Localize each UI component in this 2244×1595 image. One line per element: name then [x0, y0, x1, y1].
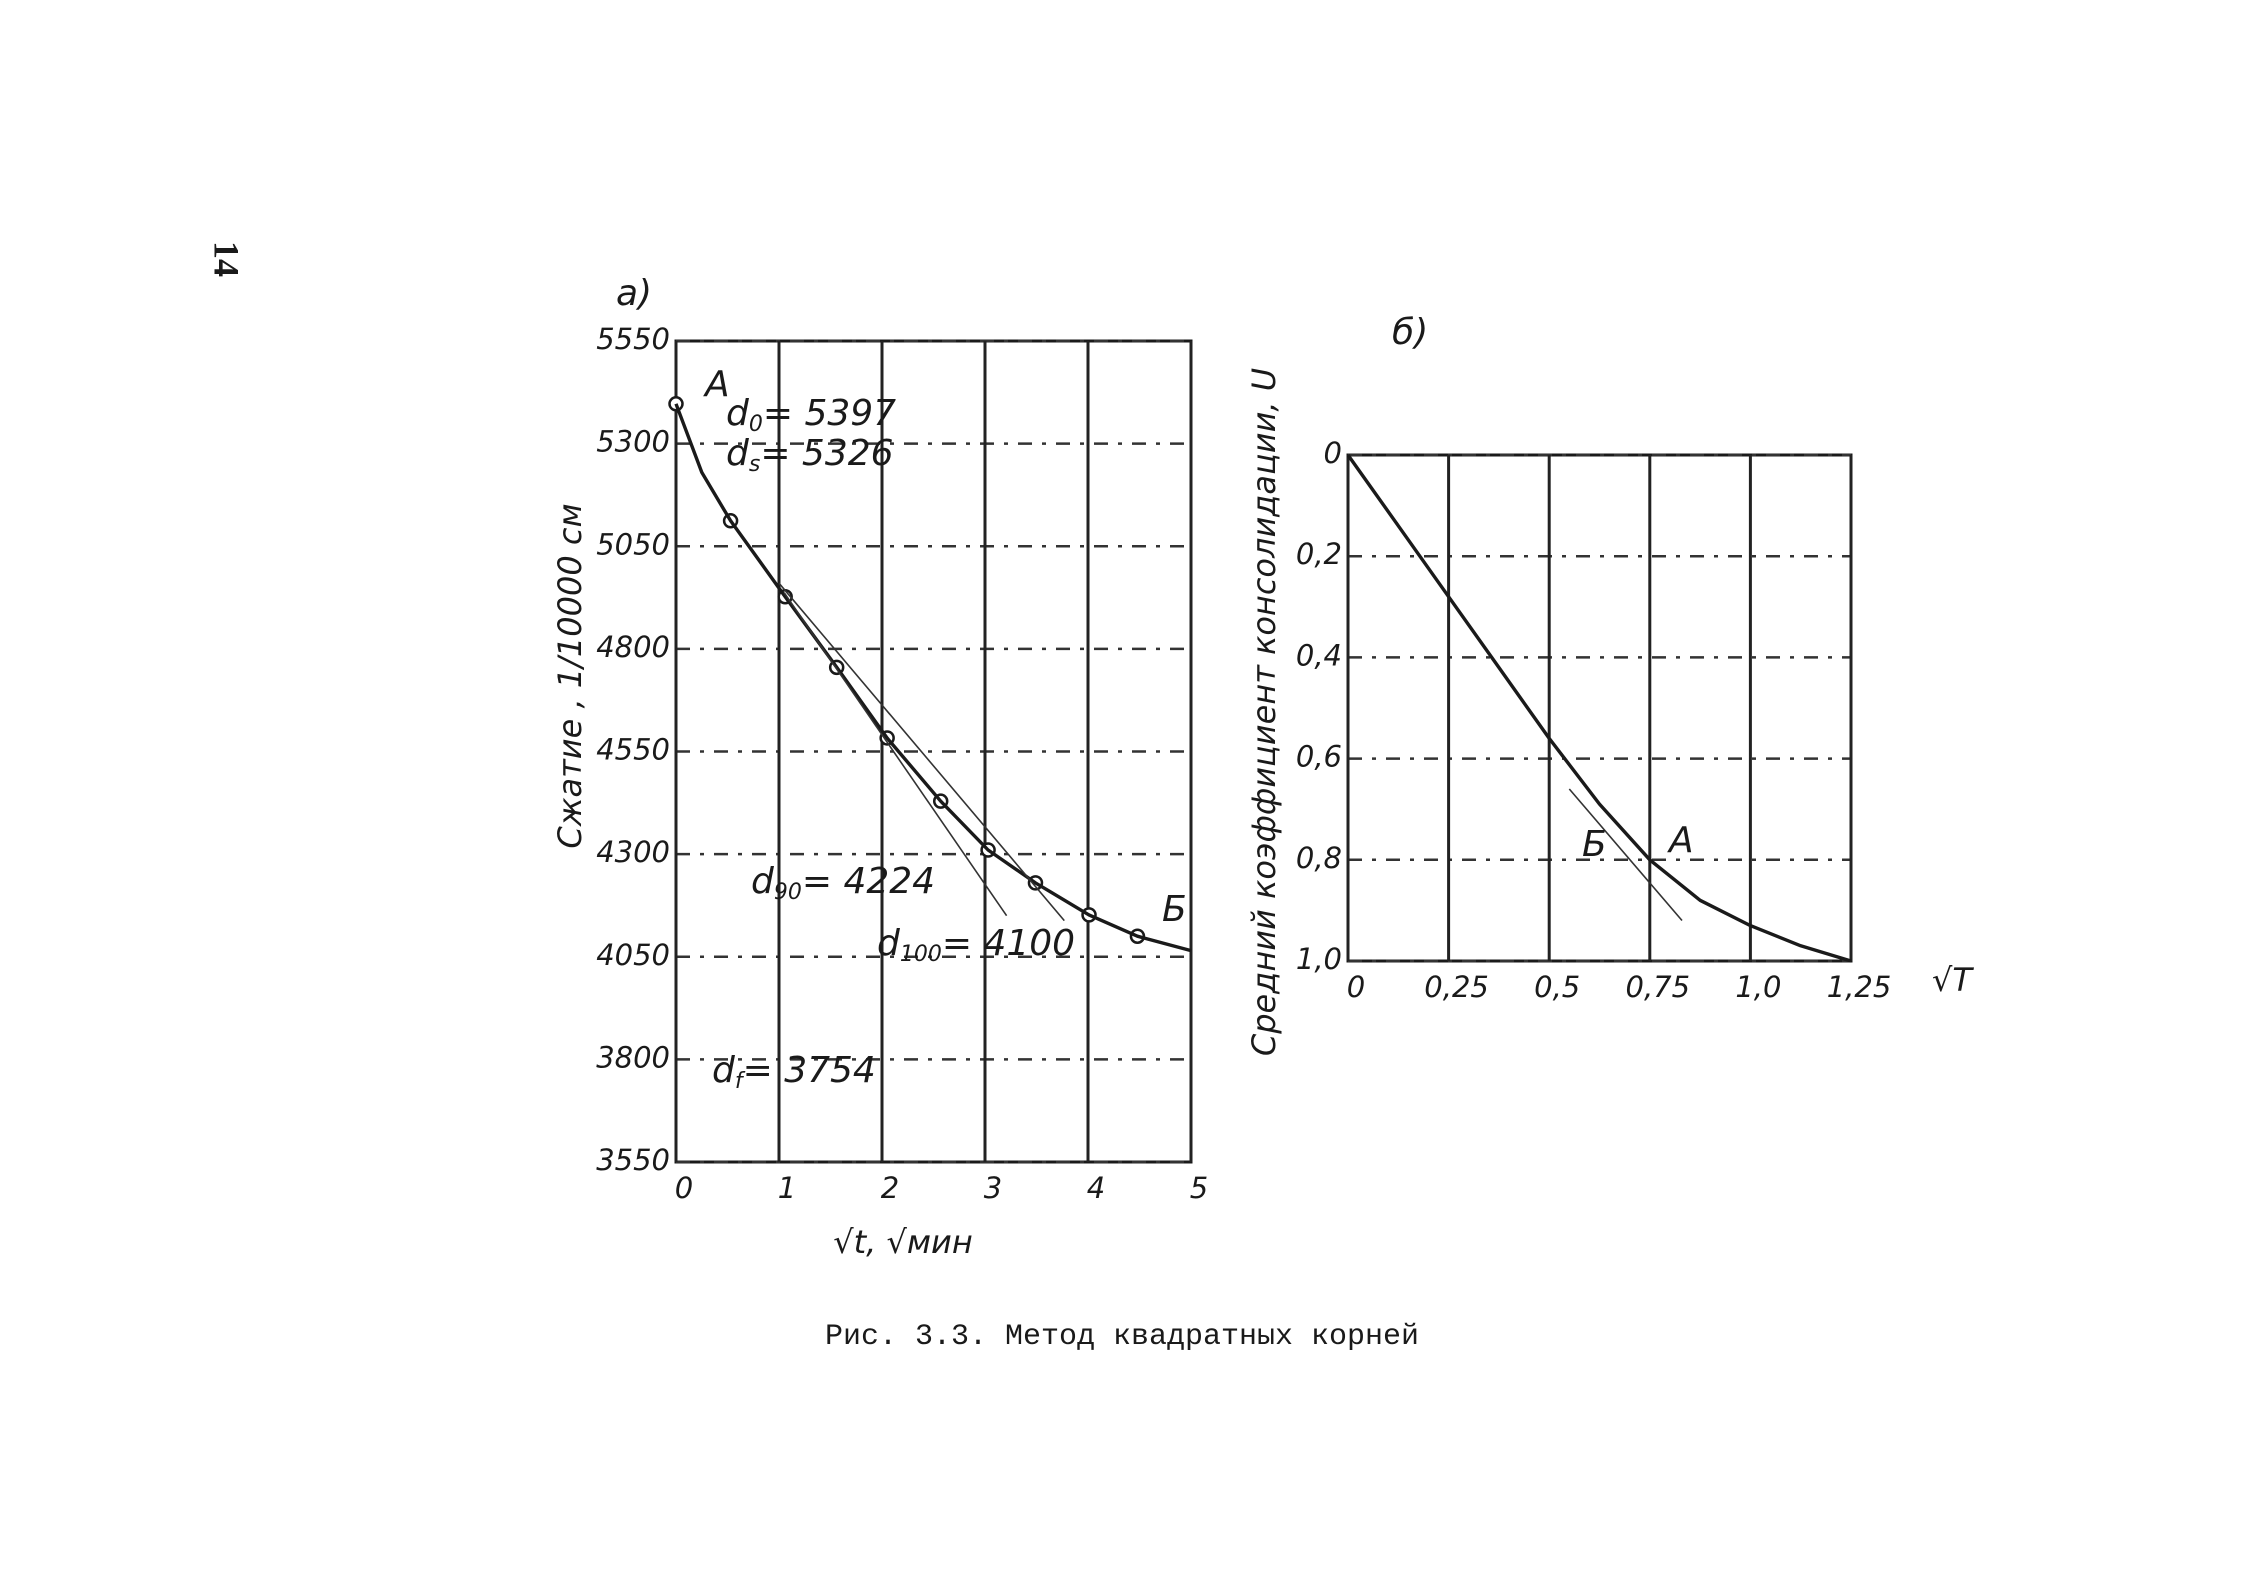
annotation-symbol: d [726, 393, 750, 434]
x-axis-label: √t, √мин [833, 1223, 973, 1261]
construction-line [1568, 788, 1683, 922]
y-tick-label: 4800 [596, 630, 670, 664]
annotation-subscript: 0 [749, 412, 763, 437]
y-tick-label: 4050 [596, 938, 670, 972]
y-tick-label: 3800 [596, 1040, 670, 1074]
y-tick-label: 1,0 [1296, 942, 1342, 976]
annotation: А [703, 364, 730, 405]
x-tick-label: 1 [778, 1171, 796, 1205]
annotation: Б [1582, 824, 1607, 865]
annotation-subscript: 100 [900, 942, 942, 967]
x-tick-label: 3 [984, 1171, 1002, 1205]
construction-line [783, 592, 1008, 917]
annotation-symbol: d [726, 433, 750, 474]
annotation: d100= 4100 [877, 923, 1075, 967]
annotation-value: = 5397 [763, 393, 896, 434]
y-axis-label: Средний коэффициент консолидации, U [1245, 368, 1283, 1056]
y-tick-label: 3550 [596, 1143, 670, 1177]
x-axis-label: √T [1932, 961, 1974, 999]
y-tick-label: 5550 [596, 322, 670, 356]
plot-frame [1346, 453, 1853, 963]
y-tick-label: 5050 [596, 527, 670, 561]
panel-label: а) [616, 273, 652, 314]
annotation-subscript: s [749, 452, 760, 477]
x-tick-label: 5 [1190, 1171, 1208, 1205]
annotation: А [1667, 820, 1694, 861]
page-number: 14 [207, 241, 247, 277]
x-tick-label: 4 [1087, 1171, 1105, 1205]
curve [674, 403, 1192, 953]
x-tick-label: 0 [675, 1171, 693, 1205]
x-tick-label: 0,75 [1626, 970, 1691, 1004]
annotation-symbol: d [751, 861, 775, 902]
annotation: d0= 5397 [726, 393, 896, 437]
annotation-value: = 4224 [802, 861, 935, 902]
x-tick-label: 0,25 [1424, 970, 1489, 1004]
y-tick-label: 4550 [596, 733, 670, 767]
x-tick-label: 1,0 [1735, 970, 1781, 1004]
annotation: d90= 4224 [751, 861, 935, 905]
construction-line [778, 582, 1065, 922]
x-tick-label: 1,25 [1827, 970, 1892, 1004]
x-tick-label: 2 [881, 1171, 899, 1205]
y-axis-label: Сжатие , 1/10000 см [551, 503, 589, 848]
x-tick-label: 0,5 [1534, 970, 1580, 1004]
y-tick-label: 0,6 [1296, 740, 1342, 774]
y-tick-label: 0,8 [1296, 841, 1342, 875]
x-tick-label: 0 [1347, 970, 1365, 1004]
panel-label: б) [1392, 312, 1428, 353]
curve [1346, 454, 1852, 963]
annotation: Б [1162, 889, 1187, 930]
annotation-symbol: d [712, 1050, 736, 1091]
y-tick-label: 0,4 [1296, 638, 1342, 672]
annotation-subscript: f [735, 1069, 746, 1094]
annotation-subscript: 90 [774, 880, 802, 905]
annotation-value: = 3754 [743, 1050, 876, 1091]
annotation: df= 3754 [712, 1050, 876, 1094]
y-tick-label: 0,2 [1296, 537, 1342, 571]
annotation-value: = 5326 [760, 433, 893, 474]
annotation: ds= 5326 [726, 433, 894, 477]
figure-caption: Рис. 3.3. Метод квадратных корней [825, 1320, 1419, 1354]
annotation-value: = 4100 [942, 923, 1075, 964]
y-tick-label: 5300 [596, 425, 670, 459]
annotation-symbol: d [877, 923, 901, 964]
y-tick-label: 0 [1324, 436, 1342, 470]
y-tick-label: 4300 [596, 835, 670, 869]
